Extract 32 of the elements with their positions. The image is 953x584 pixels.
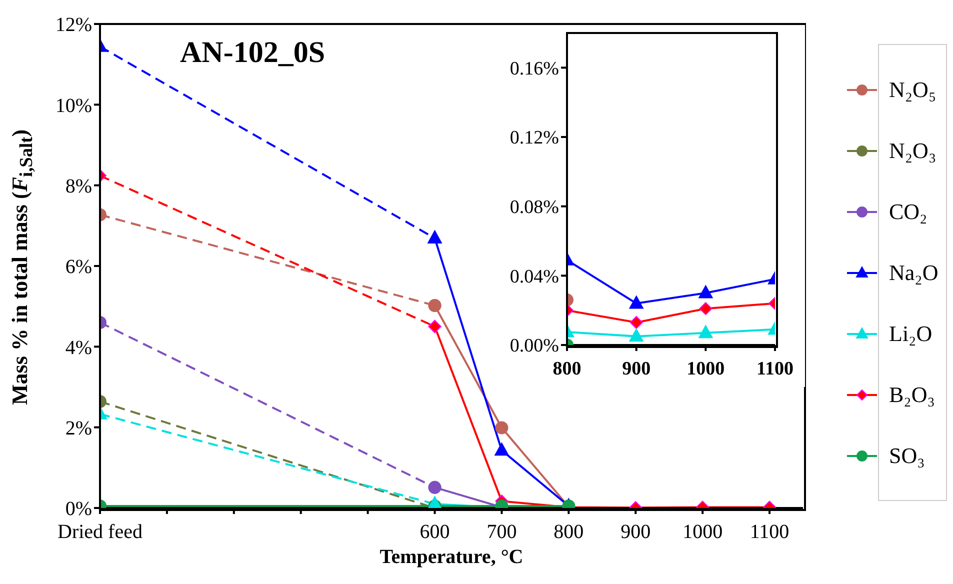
y-tick-label: 0% xyxy=(65,498,92,520)
legend-label: Na₂O xyxy=(889,260,938,286)
x-tick-label: 1000 xyxy=(686,358,725,380)
legend-label: Li₂O xyxy=(889,320,932,346)
y-tick-label: 4% xyxy=(65,336,92,359)
x-tick-label: 800 xyxy=(554,521,584,544)
x-tick-label: 900 xyxy=(622,358,651,380)
y-tick-label: 12% xyxy=(55,14,92,36)
y-tick-label: 0.04% xyxy=(510,266,560,288)
x-tick-label: Dried feed xyxy=(58,521,142,544)
x-tick-label: 700 xyxy=(486,521,517,544)
x-tick-label: 1000 xyxy=(682,521,723,544)
x-tick-label: 600 xyxy=(420,521,450,544)
x-tick-label: 900 xyxy=(620,521,651,544)
y-tick-label: 0.08% xyxy=(510,197,560,218)
y-tick-label: 0.00% xyxy=(510,336,560,357)
chart-title: AN-102_0S xyxy=(180,36,326,70)
y-tick-label: 6% xyxy=(65,256,92,278)
y-tick-label: 8% xyxy=(65,175,92,198)
legend-label: SO₃ xyxy=(889,442,925,468)
y-tick-label: 10% xyxy=(55,94,92,117)
y-tick-label: 0.12% xyxy=(510,128,560,149)
x-tick-label: 1100 xyxy=(750,521,790,544)
legend-label: CO₂ xyxy=(889,198,928,224)
y-tick-label: 0.16% xyxy=(510,58,560,80)
legend-label: N₂O₅ xyxy=(889,76,936,102)
x-axis-title: Temperature, °C xyxy=(378,546,524,569)
x-tick-label: 1100 xyxy=(756,358,794,380)
legend-label: N₂O₃ xyxy=(889,138,936,164)
y-tick-label: 2% xyxy=(65,417,92,440)
legend-label: B₂O₃ xyxy=(889,382,935,408)
x-tick-label: 800 xyxy=(552,358,582,380)
